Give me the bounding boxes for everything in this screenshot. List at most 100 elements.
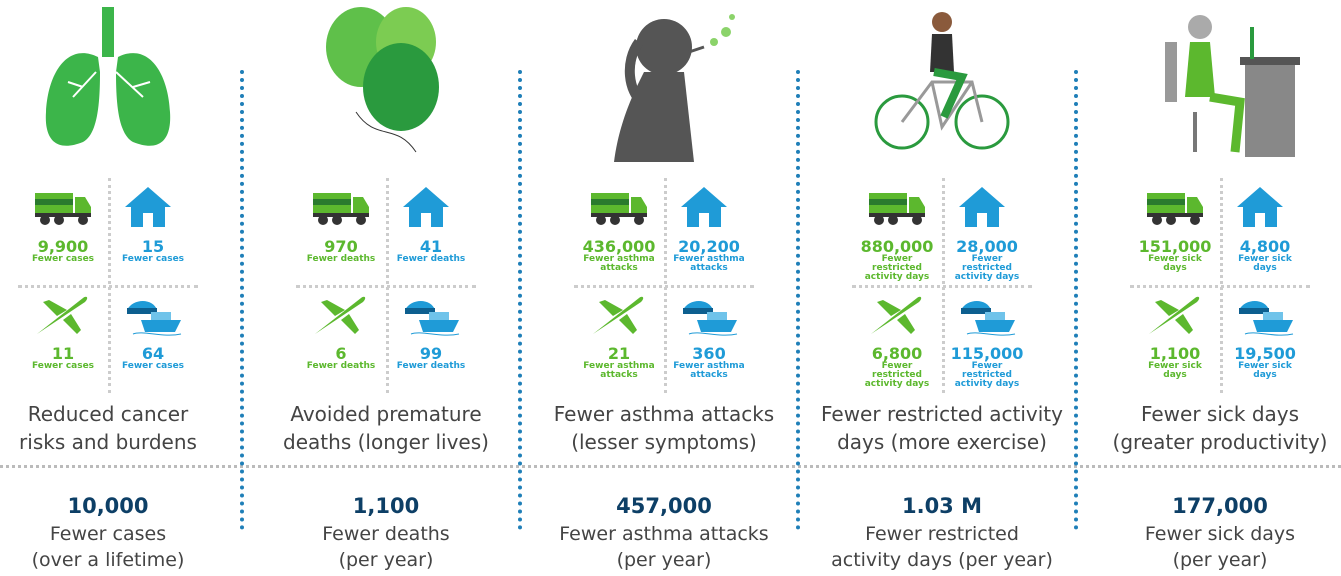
value-label: Fewer cases [113, 362, 193, 371]
icon [401, 292, 461, 336]
total-label: Fewer sick days [1080, 521, 1341, 547]
value: 20,200 [664, 238, 754, 255]
transport-icon [867, 292, 923, 342]
value-label: Fewer asthma attacks [669, 255, 749, 273]
illustration [38, 2, 178, 166]
description: (greater productivity) [1080, 428, 1341, 456]
transport-icon [589, 292, 645, 342]
value: 41 [386, 238, 476, 255]
transport-icon [401, 185, 451, 233]
infographic: 9,900Fewer cases15Fewer cases11Fewer cas… [0, 0, 1341, 576]
transport-icon [33, 292, 89, 342]
value: 6 [296, 345, 386, 362]
icon [584, 2, 744, 162]
illustration [584, 2, 744, 166]
total-label: (per year) [524, 547, 804, 573]
value: 64 [108, 345, 198, 362]
value: 151,000 [1130, 238, 1220, 255]
value-label: Fewer restricted activity days [947, 255, 1027, 282]
grid-divider [296, 285, 476, 288]
description: Fewer asthma attacks [524, 400, 804, 428]
icon [1145, 185, 1205, 227]
icon [872, 2, 1012, 162]
illustration [316, 2, 456, 166]
transport-icon [957, 185, 1007, 233]
icon [123, 292, 183, 336]
icon [589, 185, 649, 227]
icon [123, 185, 173, 229]
value-label: Fewer restricted activity days [947, 362, 1027, 389]
description: Fewer sick days [1080, 400, 1341, 428]
icon [957, 185, 1007, 229]
column: 436,000Fewer asthma attacks20,200Fewer a… [524, 0, 804, 576]
value-label: Fewer deaths [391, 362, 471, 371]
transport-icon [311, 185, 371, 231]
value-label: Fewer sick days [1225, 362, 1305, 380]
grid-divider [852, 285, 1032, 288]
illustration [872, 2, 1012, 166]
grid-divider [574, 285, 754, 288]
icon [316, 2, 456, 162]
icon [311, 185, 371, 227]
icon [679, 292, 739, 336]
icon [679, 185, 729, 229]
total-label: Fewer cases [0, 521, 248, 547]
total-label: Fewer restricted [802, 521, 1082, 547]
description: Reduced cancer [0, 400, 248, 428]
icon [33, 292, 89, 338]
icon [1140, 2, 1300, 162]
value-label: Fewer sick days [1135, 362, 1215, 380]
transport-icon [867, 185, 927, 231]
icon [33, 185, 93, 227]
transport-icon [589, 185, 649, 231]
transport-icon [401, 292, 461, 340]
transport-icon [679, 185, 729, 233]
transport-icon [1145, 292, 1201, 342]
column-divider [1074, 70, 1078, 530]
value-label: Fewer cases [23, 362, 103, 371]
value-label: Fewer asthma attacks [669, 362, 749, 380]
total: 177,000 [1080, 494, 1341, 518]
value: 1,100 [1130, 345, 1220, 362]
grid-divider [18, 285, 198, 288]
transport-icon [123, 185, 173, 233]
value: 21 [574, 345, 664, 362]
transport-icon [311, 292, 367, 342]
description: Avoided premature [246, 400, 526, 428]
value: 970 [296, 238, 386, 255]
total-label: (per year) [1080, 547, 1341, 573]
total-label: activity days (per year) [802, 547, 1082, 573]
total-label: Fewer asthma attacks [524, 521, 804, 547]
icon [957, 292, 1017, 336]
total: 457,000 [524, 494, 804, 518]
icon [589, 292, 645, 338]
value: 11 [18, 345, 108, 362]
description: Fewer restricted activity [802, 400, 1082, 428]
value: 880,000 [852, 238, 942, 255]
total-label: (over a lifetime) [0, 547, 248, 573]
value: 115,000 [942, 345, 1032, 362]
value-label: Fewer cases [113, 255, 193, 264]
icon [1235, 292, 1295, 336]
icon [1145, 292, 1201, 338]
value: 6,800 [852, 345, 942, 362]
value-label: Fewer sick days [1135, 255, 1215, 273]
description: (lesser symptoms) [524, 428, 804, 456]
total: 10,000 [0, 494, 248, 518]
value-label: Fewer restricted activity days [857, 362, 937, 389]
column-divider [240, 70, 244, 530]
transport-icon [1145, 185, 1205, 231]
column-divider [796, 70, 800, 530]
value-label: Fewer asthma attacks [579, 362, 659, 380]
value: 99 [386, 345, 476, 362]
icon [1235, 185, 1285, 229]
icon [867, 185, 927, 227]
value: 15 [108, 238, 198, 255]
transport-icon [957, 292, 1017, 340]
total: 1,100 [246, 494, 526, 518]
value-label: Fewer deaths [301, 255, 381, 264]
value-label: Fewer deaths [391, 255, 471, 264]
transport-icon [679, 292, 739, 340]
